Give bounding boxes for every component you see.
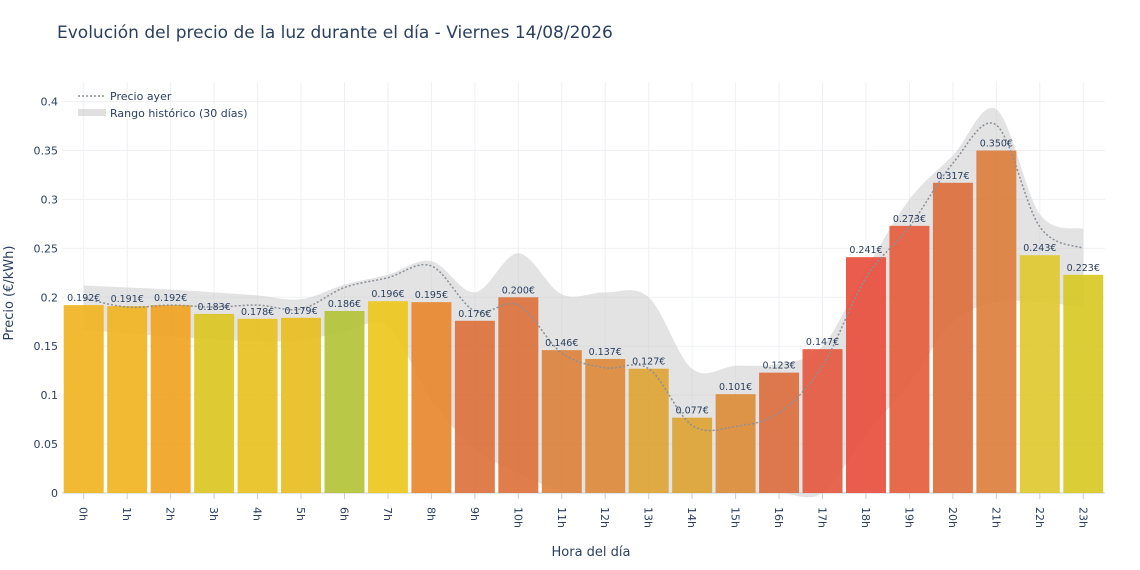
x-tick-label-21h: 21h [989, 507, 1002, 528]
bar-label-20h: 0.317€ [936, 171, 969, 182]
bar-label-11h: 0.146€ [545, 338, 578, 349]
bar-23h [1063, 274, 1104, 493]
bar-20h [932, 182, 973, 494]
x-tick-label-22h: 22h [1033, 507, 1046, 528]
y-tick-label: 0 [51, 487, 58, 500]
bar-label-17h: 0.147€ [806, 337, 839, 348]
bar-16h [759, 372, 800, 493]
y-axis-title: Precio (€/kWh) [2, 246, 17, 341]
bar-label-18h: 0.241€ [849, 245, 882, 256]
bar-label-15h: 0.101€ [719, 382, 752, 393]
bar-label-21h: 0.350€ [980, 139, 1013, 150]
bar-label-5h: 0.179€ [284, 306, 317, 317]
bar-22h [1019, 255, 1060, 493]
x-tick-label-23h: 23h [1076, 507, 1089, 528]
x-axis-title: Hora del día [552, 545, 631, 560]
bar-13h [628, 368, 669, 493]
bar-label-3h: 0.183€ [197, 302, 230, 313]
x-tick-label-18h: 18h [859, 507, 872, 528]
x-tick-label-11h: 11h [555, 507, 568, 528]
bar-label-7h: 0.196€ [371, 289, 404, 300]
bar-labels: 0.192€ 0.191€ 0.192€ 0.183€ 0.178€ 0.179€ 0.18… [67, 139, 1100, 417]
bar-label-19h: 0.273€ [893, 214, 926, 225]
x-tick-label-15h: 15h [729, 507, 742, 528]
x-axis-ticks: 0h 1h 2h 3h 4h 5h 6h 7h 8h 9h 10h 11h 12h 13h 14h 15h 16… [77, 493, 1089, 528]
bar-9h [454, 320, 495, 493]
bar-14h [672, 417, 713, 493]
bar-2h [150, 305, 191, 493]
x-tick-label-1h: 1h [120, 507, 133, 521]
x-tick-label-9h: 9h [468, 507, 481, 521]
bar-10h [498, 297, 539, 493]
bar-7h [367, 301, 408, 493]
x-tick-label-13h: 13h [642, 507, 655, 528]
bar-label-9h: 0.176€ [458, 309, 491, 320]
x-tick-label-10h: 10h [511, 507, 524, 528]
x-tick-label-7h: 7h [381, 507, 394, 521]
bars [63, 150, 1104, 494]
bar-8h [411, 302, 452, 493]
y-tick-label: 0.25 [34, 242, 59, 255]
x-tick-label-16h: 16h [772, 507, 785, 528]
bar-4h [237, 318, 278, 493]
x-tick-label-5h: 5h [294, 507, 307, 521]
legend-item-yesterday: Precio ayer [110, 90, 172, 103]
bar-label-0h: 0.192€ [67, 293, 100, 304]
legend-band-swatch [78, 109, 106, 116]
y-tick-label: 0.15 [34, 340, 59, 353]
bar-label-1h: 0.191€ [111, 294, 144, 305]
x-tick-label-20h: 20h [946, 507, 959, 528]
x-tick-label-12h: 12h [598, 507, 611, 528]
y-tick-label: 0.05 [34, 438, 59, 451]
bar-label-2h: 0.192€ [154, 293, 187, 304]
bar-label-4h: 0.178€ [241, 307, 274, 318]
x-tick-label-6h: 6h [337, 507, 350, 521]
y-tick-label: 0.3 [41, 193, 59, 206]
bar-12h [585, 358, 626, 493]
chart-title: Evolución del precio de la luz durante e… [57, 23, 613, 43]
y-tick-label: 0.1 [41, 389, 59, 402]
bar-label-13h: 0.127€ [632, 357, 665, 368]
bar-19h [889, 225, 930, 493]
x-tick-label-4h: 4h [251, 507, 264, 521]
y-tick-label: 0.4 [41, 96, 59, 109]
x-tick-label-2h: 2h [164, 507, 177, 521]
x-tick-label-14h: 14h [685, 507, 698, 528]
bar-label-22h: 0.243€ [1023, 243, 1056, 254]
bar-3h [194, 313, 235, 493]
bar-label-10h: 0.200€ [502, 285, 535, 296]
bar-label-23h: 0.223€ [1067, 263, 1100, 274]
bar-15h [715, 394, 756, 493]
x-tick-label-3h: 3h [207, 507, 220, 521]
bar-label-8h: 0.195€ [415, 290, 448, 301]
bar-0h [63, 305, 104, 493]
bar-6h [324, 310, 365, 493]
yesterday-price-path [83, 122, 1084, 432]
y-tick-label: 0.2 [41, 291, 59, 304]
bar-11h [541, 350, 582, 493]
bar-5h [281, 317, 322, 493]
x-tick-label-0h: 0h [77, 507, 90, 521]
x-tick-label-17h: 17h [816, 507, 829, 528]
bar-label-12h: 0.137€ [589, 347, 622, 358]
bar-18h [845, 257, 886, 493]
bar-1h [107, 306, 148, 493]
bar-17h [802, 349, 843, 493]
x-tick-label-8h: 8h [424, 507, 437, 521]
y-tick-label: 0.35 [34, 145, 59, 158]
legend-item-historical-range: Rango histórico (30 días) [110, 107, 248, 120]
yesterday-price-line [83, 122, 1084, 432]
x-tick-label-19h: 19h [902, 507, 915, 528]
y-axis-ticks: 0 0.05 0.1 0.15 0.2 0.25 0.3 0.35 0.4 [34, 96, 59, 500]
bar-label-14h: 0.077€ [676, 406, 709, 417]
bar-label-6h: 0.186€ [328, 299, 361, 310]
legend: Precio ayer Rango histórico (30 días) [78, 90, 248, 120]
bar-21h [976, 150, 1017, 493]
bar-label-16h: 0.123€ [762, 361, 795, 372]
